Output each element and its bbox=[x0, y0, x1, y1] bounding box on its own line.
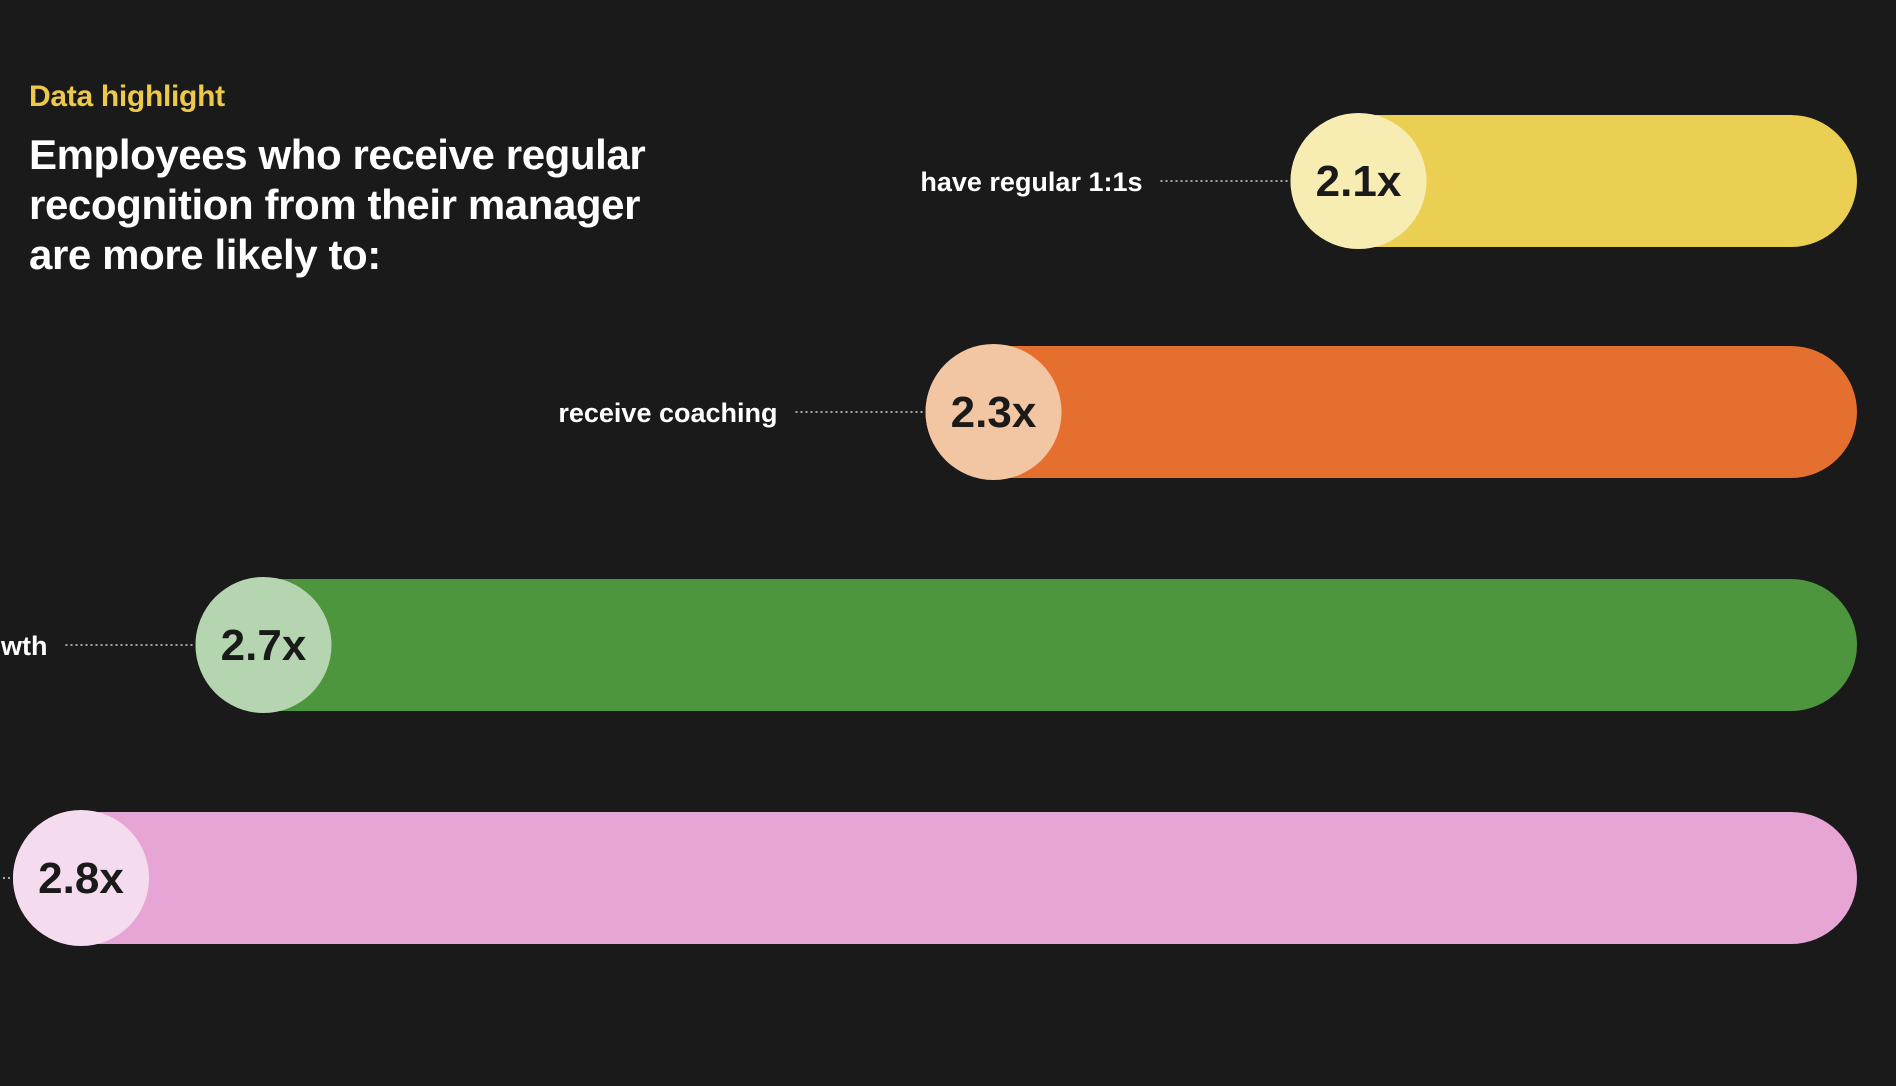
data-label: 2.7x bbox=[221, 621, 307, 670]
value-bubble bbox=[13, 810, 149, 946]
bar bbox=[13, 812, 1857, 944]
category-label: have regular 1:1s bbox=[920, 167, 1142, 197]
value-bubble bbox=[195, 577, 332, 713]
category-label: receive coaching bbox=[558, 398, 777, 428]
bar-row: 2.1x have regular 1:1s bbox=[920, 113, 1857, 249]
value-bubble bbox=[1290, 113, 1427, 249]
bar-row: 2.7x feel supported in growth bbox=[0, 577, 1857, 713]
category-label-line: feel supported in growth bbox=[0, 631, 48, 661]
data-label: 2.8x bbox=[38, 854, 124, 903]
category-label-line: have regular 1:1s bbox=[920, 167, 1142, 197]
bar bbox=[925, 346, 1857, 478]
data-label: 2.1x bbox=[1316, 157, 1402, 206]
category-label: feel supported in growth bbox=[0, 631, 48, 661]
bar-row: 2.3x receive coaching bbox=[558, 344, 1857, 480]
data-label: 2.3x bbox=[951, 388, 1037, 437]
bar bbox=[1290, 115, 1857, 247]
eyebrow-label: Data highlight bbox=[29, 80, 225, 113]
value-bubble bbox=[925, 344, 1062, 480]
bar bbox=[195, 579, 1857, 711]
category-label-line: receive coaching bbox=[558, 398, 777, 428]
bar-row: 2.8xfeel connected totheir organization bbox=[0, 810, 1857, 946]
chart-title: Employees who receive regular recognitio… bbox=[29, 131, 646, 278]
